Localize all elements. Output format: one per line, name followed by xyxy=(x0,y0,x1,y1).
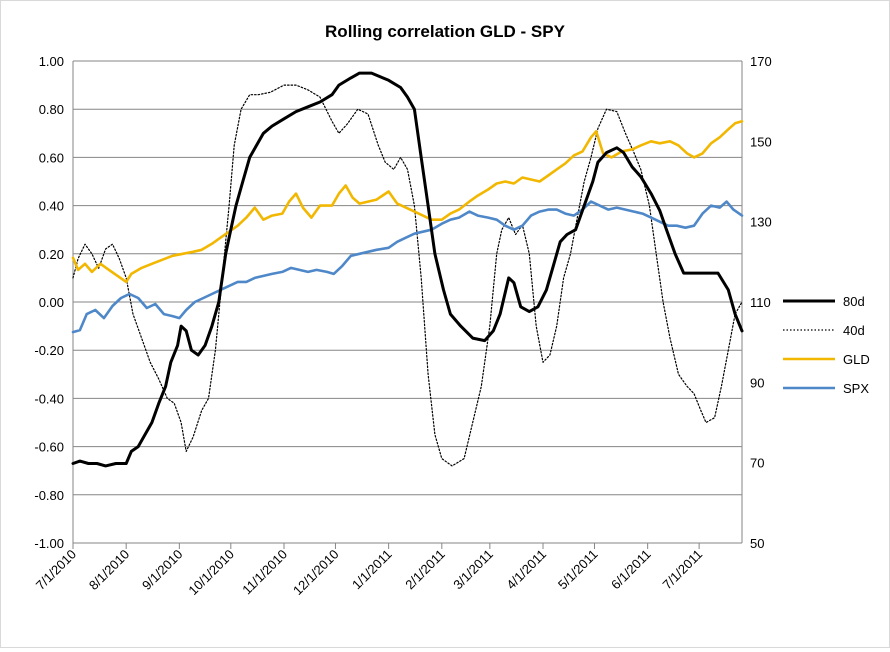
x-tick-label: 9/1/2010 xyxy=(139,547,185,593)
y-left-tick-label: 0.80 xyxy=(39,102,64,117)
y-left-tick-label: -0.80 xyxy=(34,488,64,503)
series-line-spx xyxy=(71,200,744,334)
y-right-tick-label: 150 xyxy=(750,134,772,149)
x-tick-label: 3/1/2011 xyxy=(450,547,496,593)
y-left-tick-label: -0.20 xyxy=(34,343,64,358)
y-right-tick-label: 170 xyxy=(750,54,772,69)
legend-label-80d: 80d xyxy=(843,294,865,309)
series-line-gld xyxy=(71,120,744,284)
x-tick-label: 10/1/2010 xyxy=(185,547,237,599)
series-line-80d xyxy=(71,71,744,468)
axes xyxy=(72,61,743,549)
chart-title: Rolling correlation GLD - SPY xyxy=(325,22,566,41)
y-left-tick-label: 0.00 xyxy=(39,295,64,310)
tick-labels: 1.00 0.80 0.60 0.40 0.20 0.00 -0.20 -0.40 -0.60 -… xyxy=(33,54,772,598)
legend-label-gld: GLD xyxy=(843,352,870,367)
y-right-tick-label: 110 xyxy=(750,295,771,310)
x-tick-label: 2/1/2011 xyxy=(402,547,448,593)
x-tick-label: 7/1/2011 xyxy=(660,547,706,593)
x-tick-label: 1/1/2011 xyxy=(349,547,395,593)
x-tick-label: 6/1/2011 xyxy=(608,547,654,593)
legend-label-40d: 40d xyxy=(843,323,865,338)
series-lines xyxy=(71,71,744,468)
y-left-tick-label: 0.60 xyxy=(39,150,64,165)
y-left-tick-label: 0.20 xyxy=(39,247,64,262)
x-tick-label: 11/1/2010 xyxy=(239,547,290,598)
y-left-tick-label: -0.60 xyxy=(34,440,64,455)
legend: 80d 40d GLD SPX xyxy=(783,294,870,396)
legend-label-spx: SPX xyxy=(843,381,869,396)
x-tick-label: 5/1/2011 xyxy=(555,547,601,593)
y-left-tick-label: -0.40 xyxy=(34,391,64,406)
x-tick-label: 7/1/2010 xyxy=(33,547,79,593)
series-line-40d xyxy=(72,84,743,467)
x-tick-label: 8/1/2010 xyxy=(86,547,132,593)
y-right-tick-label: 50 xyxy=(750,536,764,551)
y-left-tick-label: 1.00 xyxy=(39,54,64,69)
y-right-tick-label: 130 xyxy=(750,215,772,230)
y-right-tick-label: 90 xyxy=(750,375,764,390)
x-tick-label: 12/1/2010 xyxy=(290,547,342,599)
y-right-tick-label: 70 xyxy=(750,456,764,471)
x-tick-label: 4/1/2011 xyxy=(503,547,549,593)
y-left-tick-label: -1.00 xyxy=(34,536,64,551)
y-left-tick-label: 0.40 xyxy=(39,199,64,214)
